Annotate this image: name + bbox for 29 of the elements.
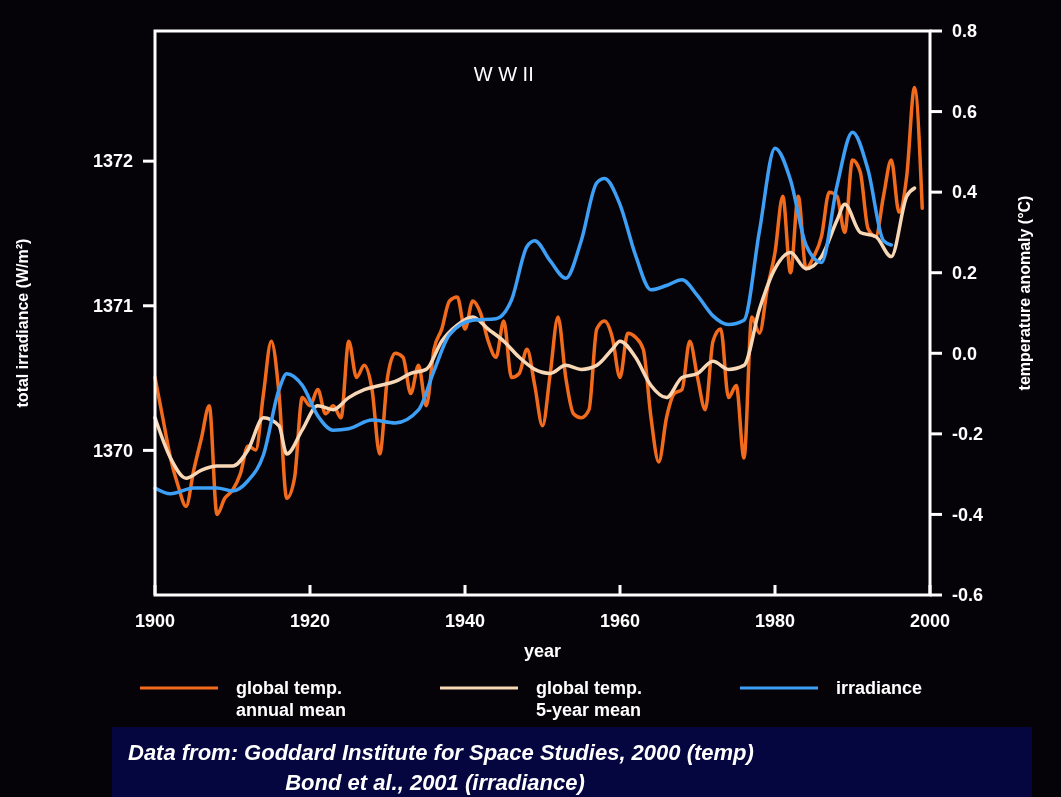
x-tick-label: 2000 [909,611,951,631]
x-tick-label: 1900 [134,611,176,631]
y2-tick-label: -0.4 [952,504,984,525]
x-tick-label: 1920 [289,611,331,631]
y-tick-label: 1372 [92,151,133,172]
annotation: W W II [473,63,534,85]
y-tick-label: 1371 [92,296,133,317]
y2-tick-label: 0.2 [952,263,978,284]
x-tick-label: 1960 [599,611,641,631]
y2-tick-label: 0.4 [952,182,978,203]
y-tick-label: 1370 [92,440,133,461]
x-axis-title: year [523,641,562,661]
legend-label: global temp. 5-year mean [536,678,643,720]
text: Bond et al., 2001 (irradiance) [285,770,585,795]
line-series [153,186,917,480]
legend-label: global temp. annual mean [236,678,347,720]
y2-axis-title: temperature anomaly (°C) [1016,195,1033,391]
legend-label: irradiance [836,678,923,698]
y2-tick-label: 0.8 [952,21,978,42]
x-tick-label: 1940 [444,611,486,631]
y2-tick-label: -0.2 [952,424,984,445]
x-tick-label: 1980 [754,611,796,631]
y2-tick-label: 0.6 [952,101,978,122]
y2-tick-label: -0.6 [952,585,984,606]
line-series [153,85,924,517]
text: Data from: Goddard Institute for Space Studies, 2000 (temp) [128,740,754,765]
line-series [153,130,893,496]
y2-tick-label: 0.0 [952,343,978,364]
y-axis-title: total irradiance (W/m²) [14,238,31,408]
